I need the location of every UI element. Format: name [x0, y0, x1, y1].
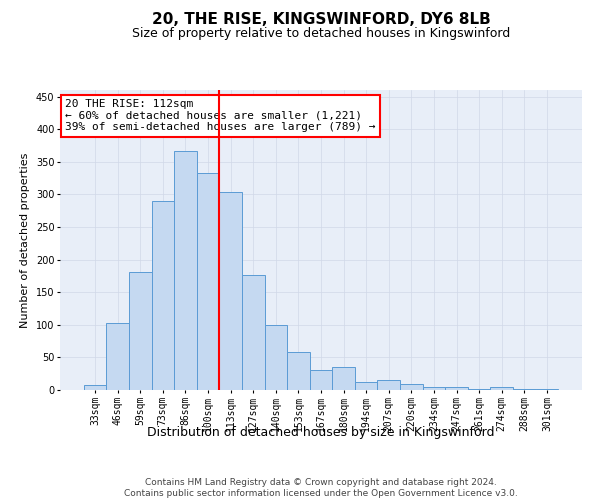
Bar — [287, 352, 310, 390]
Text: Contains HM Land Registry data © Crown copyright and database right 2024.
Contai: Contains HM Land Registry data © Crown c… — [124, 478, 518, 498]
Y-axis label: Number of detached properties: Number of detached properties — [20, 152, 30, 328]
Bar — [197, 174, 220, 390]
Bar — [84, 385, 106, 390]
Bar — [265, 325, 287, 390]
Bar — [152, 201, 174, 390]
Bar — [490, 388, 513, 390]
Bar — [220, 192, 242, 390]
Bar — [332, 367, 355, 390]
Bar — [422, 386, 445, 390]
Bar — [106, 323, 129, 390]
Bar — [310, 370, 332, 390]
Bar — [174, 150, 197, 390]
Bar — [445, 386, 468, 390]
Bar — [377, 380, 400, 390]
Bar — [355, 382, 377, 390]
Text: Distribution of detached houses by size in Kingswinford: Distribution of detached houses by size … — [147, 426, 495, 439]
Text: Size of property relative to detached houses in Kingswinford: Size of property relative to detached ho… — [132, 28, 510, 40]
Text: 20 THE RISE: 112sqm
← 60% of detached houses are smaller (1,221)
39% of semi-det: 20 THE RISE: 112sqm ← 60% of detached ho… — [65, 99, 376, 132]
Bar — [129, 272, 152, 390]
Bar — [242, 275, 265, 390]
Bar — [513, 388, 536, 390]
Text: 20, THE RISE, KINGSWINFORD, DY6 8LB: 20, THE RISE, KINGSWINFORD, DY6 8LB — [152, 12, 490, 28]
Bar — [400, 384, 422, 390]
